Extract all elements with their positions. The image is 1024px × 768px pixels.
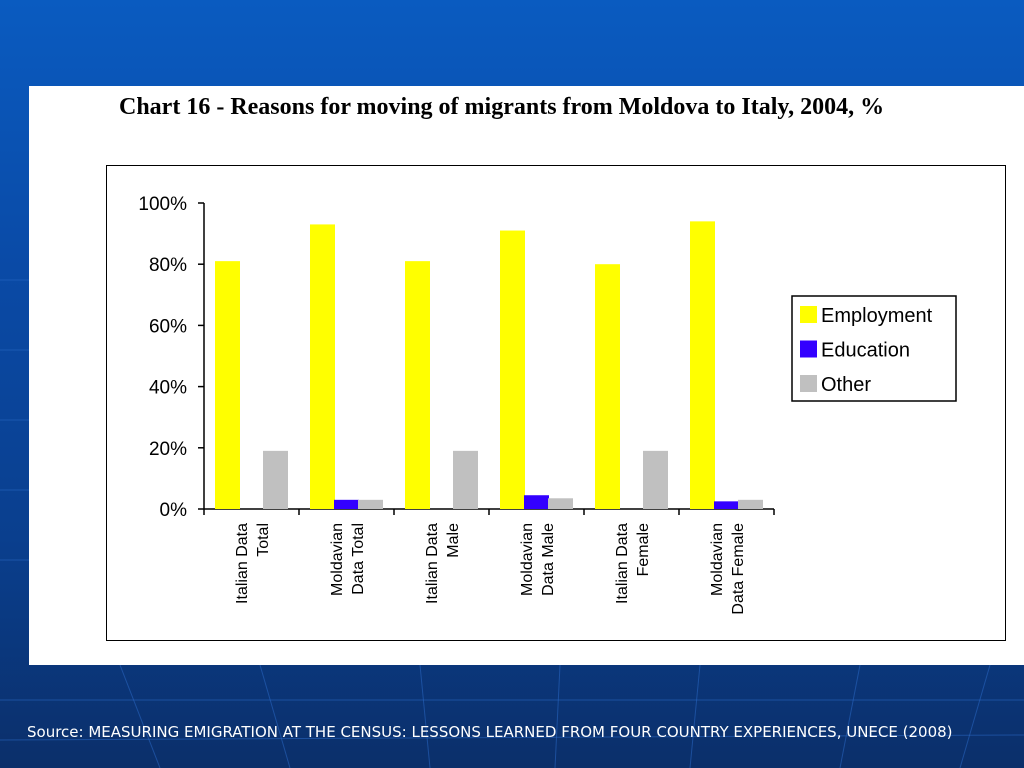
bar-education xyxy=(334,499,359,509)
y-tick-label: 0% xyxy=(160,500,188,521)
background-line xyxy=(259,664,291,768)
background-line xyxy=(119,664,161,768)
x-category-label-line: Italian Data xyxy=(234,523,251,604)
bar-other xyxy=(548,498,573,509)
x-category-label: Italian Data Female xyxy=(614,523,652,604)
x-category-label: Italian Data Total xyxy=(234,523,272,604)
y-tick-label: 80% xyxy=(149,255,187,276)
x-category-label-line: Data Male xyxy=(540,523,557,596)
legend-label-other: Other xyxy=(821,374,871,396)
y-tick-label: 100% xyxy=(138,194,187,215)
background-line xyxy=(839,664,861,768)
background-line xyxy=(689,664,701,768)
y-tick-label: 20% xyxy=(149,439,187,460)
legend-swatch-other xyxy=(800,375,817,392)
bar-education xyxy=(524,495,549,509)
x-category-label: Moldavian Data Male xyxy=(519,523,557,596)
bar-education xyxy=(714,501,739,509)
legend-label-employment: Employment xyxy=(821,305,933,327)
x-category-label-line: Male xyxy=(445,523,462,558)
x-category-label: Moldavian Data Total xyxy=(329,523,367,596)
bar-employment xyxy=(215,261,240,509)
chart-frame xyxy=(106,165,1006,641)
bar-employment xyxy=(690,221,715,510)
bar-employment xyxy=(595,264,620,509)
chart-panel: Chart 16 - Reasons for moving of migrant… xyxy=(29,86,1024,665)
bar-employment xyxy=(310,224,335,510)
bar-employment xyxy=(500,230,525,510)
x-category-label-line: Female xyxy=(635,523,652,576)
legend-swatch-employment xyxy=(800,306,817,323)
bar-other xyxy=(358,499,383,509)
y-tick-label: 40% xyxy=(149,378,187,399)
source-note: Source: MEASURING EMIGRATION AT THE CENS… xyxy=(27,723,953,741)
bar-other xyxy=(738,499,763,509)
x-category-label-line: Moldavian xyxy=(329,523,346,596)
bar-other xyxy=(263,450,288,509)
background-line xyxy=(554,664,561,768)
legend-box xyxy=(791,295,957,402)
bar-other xyxy=(453,450,478,509)
x-category-label-line: Moldavian xyxy=(519,523,536,596)
x-category-label: Moldavian Data Female xyxy=(709,523,747,615)
bar-other xyxy=(643,450,668,509)
x-category-label-line: Italian Data xyxy=(424,523,441,604)
legend-swatch-education xyxy=(800,340,817,358)
background-line xyxy=(419,664,431,768)
legend-label-education: Education xyxy=(821,340,910,362)
y-tick-label: 60% xyxy=(149,316,187,337)
x-category-label-line: Data Female xyxy=(730,523,747,615)
x-category-label-line: Italian Data xyxy=(614,523,631,604)
x-category-label-line: Data Total xyxy=(350,523,367,595)
background-line xyxy=(959,664,991,768)
bar-chart: 0%20%40%60%80%100%Italian Data Total Molda… xyxy=(138,194,957,615)
x-category-label: Italian Data Male xyxy=(424,523,462,604)
x-category-label-line: Total xyxy=(255,523,272,557)
x-category-label-line: Moldavian xyxy=(709,523,726,596)
background-line xyxy=(0,734,1024,741)
chart-title: Chart 16 - Reasons for moving of migrant… xyxy=(119,94,885,120)
bar-employment xyxy=(405,261,430,509)
